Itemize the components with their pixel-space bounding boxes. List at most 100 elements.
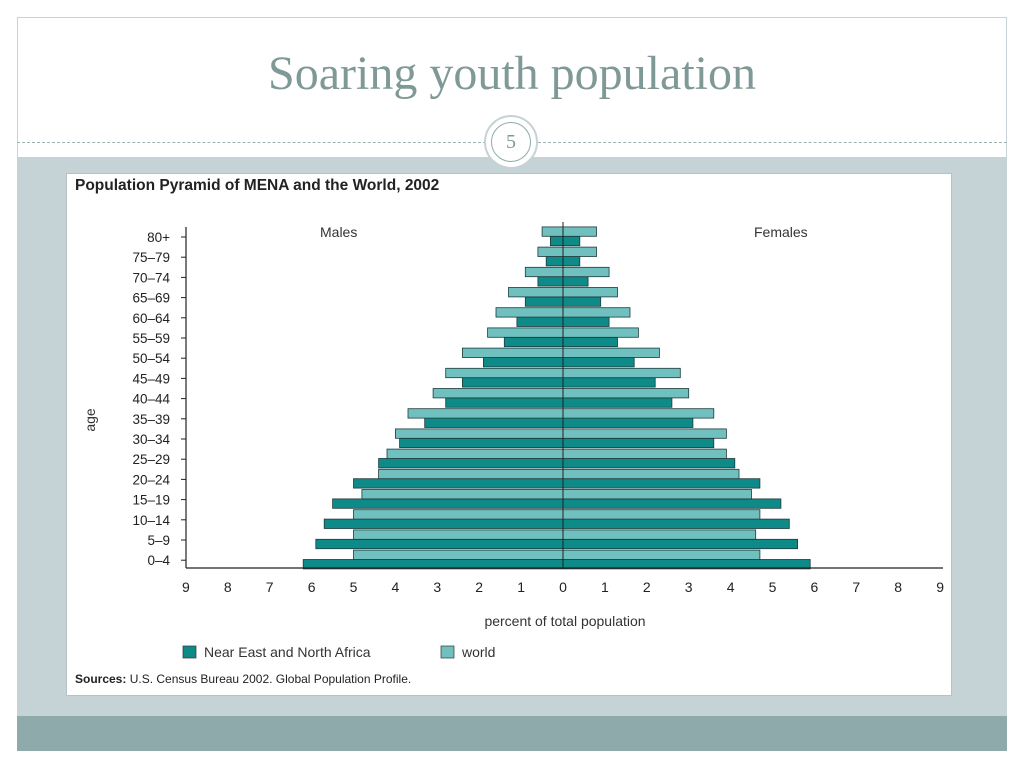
slide-title: Soaring youth population bbox=[268, 47, 756, 100]
bar-mena-female-3 bbox=[562, 296, 602, 307]
bar-world-female-14 bbox=[562, 509, 761, 520]
x-tick-5: 4 bbox=[392, 579, 400, 595]
y-tick-labels: 80+ 75–79 70–74 65–69 60–64 55–59 50–54 45–49 40… bbox=[132, 230, 186, 568]
bar-mena-male-5 bbox=[503, 336, 564, 348]
bar-world-female-0 bbox=[562, 226, 597, 237]
bar-world-male-5 bbox=[487, 327, 564, 338]
bar-mena-female-6 bbox=[562, 357, 635, 368]
x-tick-16: 7 bbox=[852, 579, 860, 595]
bar-world-male-4 bbox=[495, 307, 564, 318]
bar-mena-female-5 bbox=[562, 336, 618, 348]
bar-world-female-10 bbox=[562, 428, 727, 439]
y-tick-label-6: 50–54 bbox=[132, 351, 170, 366]
bar-world-male-6 bbox=[461, 347, 564, 358]
y-tick-label-14: 10–14 bbox=[132, 513, 170, 528]
x-tick-2: 7 bbox=[266, 579, 274, 595]
bar-mena-male-1 bbox=[545, 256, 564, 267]
bar-world-female-2 bbox=[562, 266, 610, 278]
source-label: Sources: bbox=[75, 672, 126, 686]
bar-mena-male-8 bbox=[445, 397, 564, 408]
source-note: Sources: U.S. Census Bureau 2002. Global… bbox=[75, 672, 411, 686]
bars-group bbox=[302, 226, 811, 570]
bar-mena-female-15 bbox=[562, 538, 799, 550]
x-tick-11: 2 bbox=[643, 579, 651, 595]
x-tick-14: 5 bbox=[769, 579, 777, 595]
x-tick-labels: 9 8 7 6 5 4 3 2 1 0 1 2 3 4 5 6 7 8 9 bbox=[182, 579, 944, 595]
slide-number-badge: 5 bbox=[484, 115, 538, 169]
source-text: U.S. Census Bureau 2002. Global Populati… bbox=[130, 672, 412, 686]
bar-world-female-13 bbox=[562, 489, 752, 500]
bar-mena-female-1 bbox=[562, 256, 581, 267]
x-tick-8: 1 bbox=[517, 579, 525, 595]
y-tick-label-7: 45–49 bbox=[132, 371, 170, 386]
y-tick-label-4: 60–64 bbox=[132, 311, 170, 326]
bar-world-female-4 bbox=[562, 307, 631, 318]
bar-world-female-9 bbox=[562, 408, 715, 419]
bar-mena-male-10 bbox=[399, 437, 564, 449]
x-tick-18: 9 bbox=[936, 579, 944, 595]
y-tick-label-11: 25–29 bbox=[132, 452, 170, 467]
bar-mena-male-4 bbox=[516, 316, 564, 327]
x-tick-0: 9 bbox=[182, 579, 190, 595]
y-axis-label: age bbox=[82, 408, 98, 432]
x-tick-13: 4 bbox=[727, 579, 735, 595]
males-label: Males bbox=[320, 224, 357, 240]
y-tick-label-9: 35–39 bbox=[132, 412, 170, 427]
y-tick-label-12: 20–24 bbox=[132, 472, 170, 487]
legend-swatch-mena bbox=[182, 645, 197, 659]
legend-swatch-world bbox=[440, 645, 455, 659]
y-tick-label-3: 65–69 bbox=[132, 291, 170, 306]
legend-label-mena: Near East and North Africa bbox=[204, 644, 371, 660]
bar-world-female-11 bbox=[562, 448, 727, 459]
y-tick-label-13: 15–19 bbox=[132, 493, 170, 508]
y-tick-label-1: 75–79 bbox=[132, 250, 170, 265]
bar-mena-male-6 bbox=[482, 357, 564, 368]
bar-mena-male-7 bbox=[461, 377, 564, 388]
chart-panel: Population Pyramid of MENA and the World… bbox=[66, 173, 952, 696]
bar-mena-male-0 bbox=[549, 235, 564, 247]
bar-world-female-15 bbox=[562, 529, 757, 540]
x-tick-10: 1 bbox=[601, 579, 609, 595]
x-tick-1: 8 bbox=[224, 579, 232, 595]
y-tick-label-2: 70–74 bbox=[132, 270, 170, 285]
females-label: Females bbox=[754, 224, 808, 240]
bar-world-male-15 bbox=[353, 529, 564, 540]
x-tick-9: 0 bbox=[559, 579, 567, 595]
bar-world-male-1 bbox=[537, 246, 564, 257]
bar-mena-female-2 bbox=[562, 276, 589, 287]
bar-mena-female-12 bbox=[562, 478, 761, 489]
bar-mena-female-9 bbox=[562, 417, 694, 428]
bar-world-female-7 bbox=[562, 367, 681, 379]
bar-mena-male-3 bbox=[524, 296, 564, 307]
bar-mena-female-0 bbox=[562, 235, 581, 247]
x-tick-7: 2 bbox=[475, 579, 483, 595]
bar-mena-male-14 bbox=[323, 518, 564, 529]
bar-world-male-2 bbox=[524, 266, 564, 278]
bar-world-male-0 bbox=[541, 226, 564, 237]
bar-world-male-9 bbox=[407, 408, 564, 419]
bar-mena-female-4 bbox=[562, 316, 610, 327]
bar-mena-female-11 bbox=[562, 458, 736, 469]
y-tick-label-15: 5–9 bbox=[147, 533, 170, 548]
bar-mena-male-12 bbox=[353, 478, 564, 489]
bar-mena-male-15 bbox=[315, 538, 564, 550]
population-pyramid-chart: Population Pyramid of MENA and the World… bbox=[75, 177, 944, 686]
bar-world-male-3 bbox=[508, 287, 564, 298]
bar-world-male-16 bbox=[353, 549, 564, 560]
y-tick-label-8: 40–44 bbox=[132, 392, 170, 407]
bar-world-male-14 bbox=[353, 509, 564, 520]
bar-world-male-7 bbox=[445, 367, 564, 379]
x-axis-label: percent of total population bbox=[484, 613, 645, 629]
bar-world-male-11 bbox=[386, 448, 564, 459]
bar-world-female-16 bbox=[562, 549, 761, 560]
x-tick-3: 6 bbox=[308, 579, 316, 595]
x-tick-17: 8 bbox=[894, 579, 902, 595]
bar-world-male-12 bbox=[378, 468, 564, 480]
bar-mena-female-14 bbox=[562, 518, 790, 529]
bar-mena-male-9 bbox=[424, 417, 564, 428]
y-tick-label-0: 80+ bbox=[147, 230, 170, 245]
bar-world-male-13 bbox=[361, 489, 564, 500]
bar-world-female-3 bbox=[562, 287, 618, 298]
y-tick-label-10: 30–34 bbox=[132, 432, 170, 447]
bar-world-female-1 bbox=[562, 246, 597, 257]
